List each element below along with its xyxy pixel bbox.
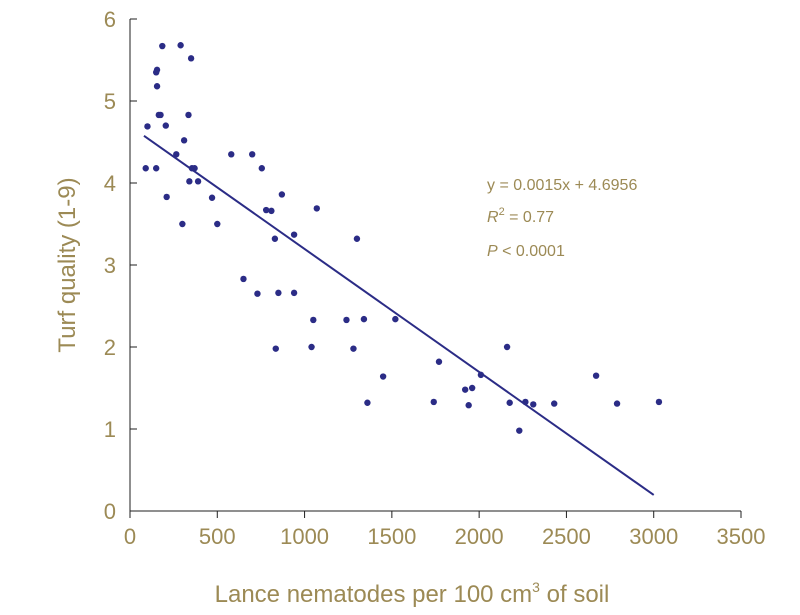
data-point [353,235,361,242]
data-point [290,289,298,297]
data-point [360,315,368,323]
x-tick-label: 1500 [367,524,416,549]
y-tick-label: 6 [104,7,116,32]
y-tick-label: 1 [104,417,116,442]
data-point [153,83,161,90]
x-tick-label: 3500 [717,524,766,549]
data-point [194,178,202,185]
y-tick-label: 5 [104,89,116,114]
p-value-symbol: P [487,243,498,260]
x-axis-title-superscript: 3 [532,579,540,595]
r-squared-label: R2 = 0.77 [487,206,554,226]
data-point [379,373,387,380]
axes [129,19,741,512]
data-point [159,42,166,50]
x-axis-title-suffix: of soil [540,581,609,608]
data-point [191,165,198,172]
data-point [162,122,169,129]
r-squared-superscript: 2 [499,206,505,218]
p-value-label: P < 0.0001 [487,243,565,260]
data-point [435,358,443,365]
data-point [275,289,282,297]
data-point [290,231,298,238]
data-point [153,66,161,74]
data-points [142,42,663,434]
data-point [308,343,315,351]
regression-equation: y = 0.0015x + 4.6956 [487,177,637,194]
y-tick-label: 2 [104,335,116,360]
tick-labels: 0 500 1000 1500 2000 2500 3000 3500 0 1 2 3 4 5 6 [104,7,766,549]
data-point [249,151,256,158]
data-point [142,165,149,172]
r-squared-value: = 0.77 [505,209,554,226]
data-point [503,343,511,351]
y-tick-label: 4 [104,171,116,196]
data-point [392,315,399,323]
data-point [271,235,279,242]
data-point [465,402,472,409]
data-point [177,42,184,49]
data-point [522,398,529,406]
data-point [173,151,180,158]
x-tick-label: 500 [199,524,236,549]
x-tick-label: 1000 [280,524,329,549]
data-point [152,165,160,172]
data-point [310,316,317,324]
data-point [278,191,286,198]
data-point [180,137,188,144]
data-point [185,111,192,119]
data-point [208,194,216,201]
data-point [268,207,275,215]
data-point [313,205,320,212]
data-point [144,123,151,130]
x-tick-label: 3000 [629,524,678,549]
x-tick-label: 0 [124,524,136,549]
data-point [187,55,195,62]
data-point [477,371,485,379]
data-point [228,151,235,158]
data-point [272,345,279,352]
data-point [254,290,261,297]
axis-ticks [129,18,742,518]
data-point [163,193,170,201]
y-tick-label: 0 [104,499,116,524]
data-point [364,399,371,406]
data-point [613,400,621,407]
x-axis-title: Lance nematodes per 100 cm3 of soil [215,579,610,608]
data-point [516,427,523,434]
data-point [179,220,186,228]
data-point [157,111,164,119]
data-point [186,178,193,185]
y-axis-title: Turf quality (1-9) [54,177,81,352]
x-tick-label: 2000 [455,524,504,549]
data-point [468,384,476,392]
data-point [506,399,513,406]
r-squared-symbol: R [487,209,499,226]
data-point [530,401,537,408]
data-point [350,345,357,352]
data-point [592,372,600,379]
p-value-value: < 0.0001 [498,243,565,260]
data-point [343,316,350,324]
data-point [214,220,221,228]
data-point [258,165,266,172]
data-point [461,386,469,393]
x-tick-label: 2500 [542,524,591,549]
data-point [262,206,270,214]
y-tick-label: 3 [104,253,116,278]
data-point [430,398,437,406]
data-point [655,398,663,406]
regression-line [143,134,655,496]
x-axis-title-main: Lance nematodes per 100 cm [215,581,533,608]
data-point [240,275,247,283]
data-point [551,400,558,407]
